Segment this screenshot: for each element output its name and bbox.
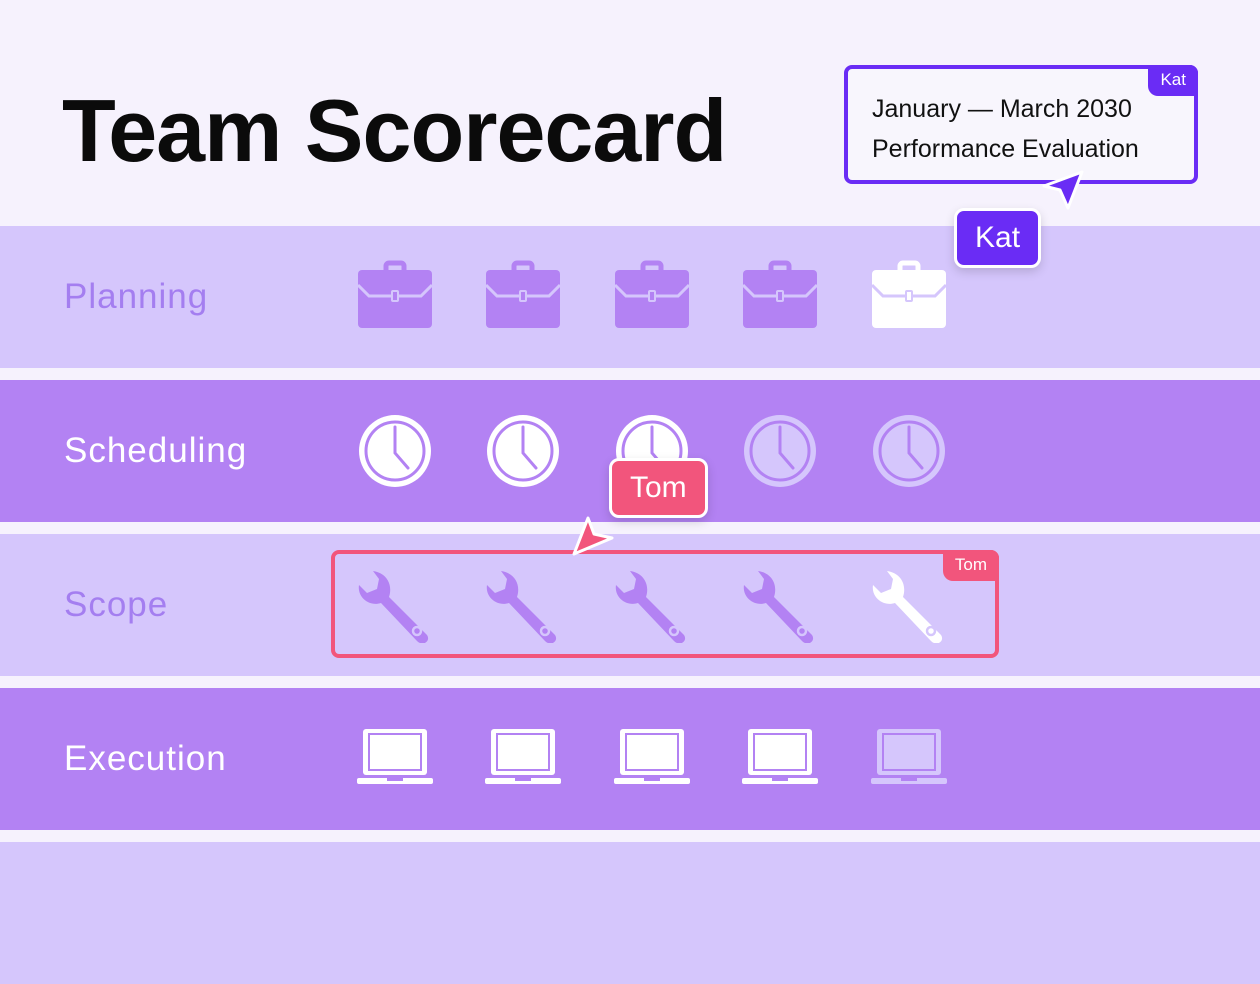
briefcase-icon [485, 259, 561, 335]
briefcase-icon [742, 259, 818, 335]
tom-cursor-label: Tom [609, 458, 708, 518]
row-scope: Scope [0, 534, 1260, 676]
row-planning: Planning [0, 226, 1260, 368]
wrench-icon [742, 567, 818, 643]
tom-cursor-icon [572, 516, 614, 556]
laptop-icon [614, 721, 690, 797]
laptop-icon [742, 721, 818, 797]
wrench-icon [871, 567, 947, 643]
wrench-icon [614, 567, 690, 643]
clock-icon [871, 413, 947, 489]
evaluation-text: Performance Evaluation [872, 135, 1139, 163]
tom-tag: Tom [942, 550, 999, 581]
tom-annotation-box[interactable]: Tom [331, 550, 999, 658]
laptop-icon [485, 721, 561, 797]
kat-cursor-icon [1042, 170, 1084, 210]
clock-icon [742, 413, 818, 489]
row-partial [0, 842, 1260, 984]
kat-cursor-label: Kat [954, 208, 1042, 268]
wrench-icon [485, 567, 561, 643]
wrench-icon [357, 567, 433, 643]
row-label: Scope [64, 585, 169, 624]
clock-icon [485, 413, 561, 489]
kat-annotation-box[interactable]: January — March 2030 Performance Evaluat… [844, 65, 1198, 184]
kat-tag: Kat [1148, 65, 1198, 96]
briefcase-icon [871, 259, 947, 335]
row-execution: Execution [0, 688, 1260, 830]
row-label: Planning [64, 277, 209, 316]
laptop-icon [871, 721, 947, 797]
page-title: Team Scorecard [62, 81, 727, 180]
date-range-text: January — March 2030 [872, 95, 1132, 123]
row-label: Scheduling [64, 431, 248, 470]
briefcase-icon [614, 259, 690, 335]
laptop-icon [357, 721, 433, 797]
row-label: Execution [64, 739, 227, 778]
clock-icon [357, 413, 433, 489]
briefcase-icon [357, 259, 433, 335]
